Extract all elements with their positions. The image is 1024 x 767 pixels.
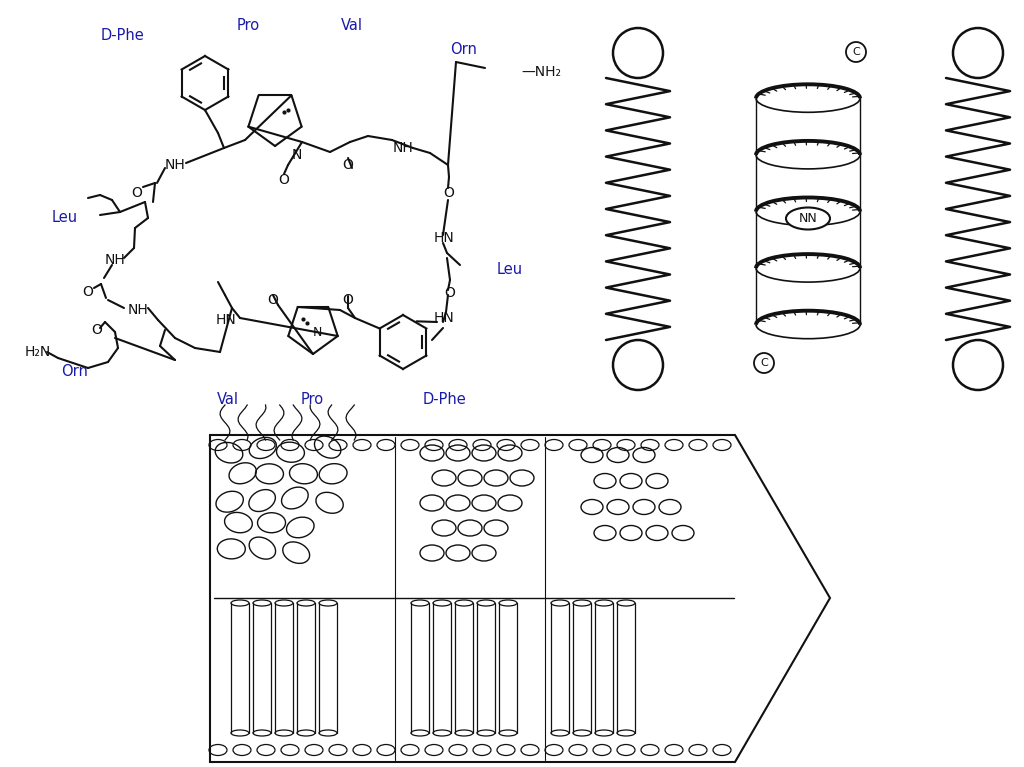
Ellipse shape [499, 600, 517, 606]
Text: Val: Val [341, 18, 362, 34]
Ellipse shape [319, 600, 337, 606]
Text: Pro: Pro [237, 18, 259, 34]
Text: D-Phe: D-Phe [100, 28, 144, 44]
Text: HN: HN [216, 313, 237, 327]
Text: O: O [267, 293, 279, 307]
Ellipse shape [411, 600, 429, 606]
Text: O: O [343, 293, 353, 307]
Text: O: O [91, 323, 102, 337]
Text: NH: NH [165, 158, 185, 172]
Text: NN: NN [799, 212, 817, 225]
Ellipse shape [455, 600, 473, 606]
Ellipse shape [786, 208, 830, 229]
Text: Leu: Leu [52, 210, 78, 225]
Text: HN: HN [433, 231, 455, 245]
Text: D-Phe: D-Phe [423, 393, 467, 407]
Ellipse shape [231, 600, 249, 606]
Ellipse shape [477, 600, 495, 606]
Ellipse shape [275, 600, 293, 606]
Text: NH: NH [392, 141, 414, 155]
Text: Val: Val [217, 393, 239, 407]
Text: C: C [760, 358, 768, 368]
Text: O: O [131, 186, 142, 200]
Ellipse shape [551, 600, 569, 606]
Text: O: O [444, 286, 456, 300]
Text: Orn: Orn [61, 364, 88, 380]
Ellipse shape [297, 600, 315, 606]
Text: NH: NH [104, 253, 125, 267]
Text: O: O [343, 158, 353, 172]
Text: O: O [83, 285, 93, 299]
Ellipse shape [617, 600, 635, 606]
Ellipse shape [573, 600, 591, 606]
Text: O: O [279, 173, 290, 187]
Text: N: N [292, 148, 302, 162]
Text: Pro: Pro [300, 393, 324, 407]
Text: H₂N: H₂N [25, 345, 51, 359]
Ellipse shape [595, 600, 613, 606]
Text: O: O [443, 186, 455, 200]
Text: Leu: Leu [497, 262, 523, 278]
Ellipse shape [253, 600, 271, 606]
Ellipse shape [433, 600, 451, 606]
Text: N: N [312, 325, 322, 338]
Text: C: C [852, 47, 860, 57]
Text: Orn: Orn [451, 42, 477, 58]
Text: NH: NH [128, 303, 148, 317]
Text: HN: HN [433, 311, 455, 325]
Text: —NH₂: —NH₂ [521, 65, 561, 79]
